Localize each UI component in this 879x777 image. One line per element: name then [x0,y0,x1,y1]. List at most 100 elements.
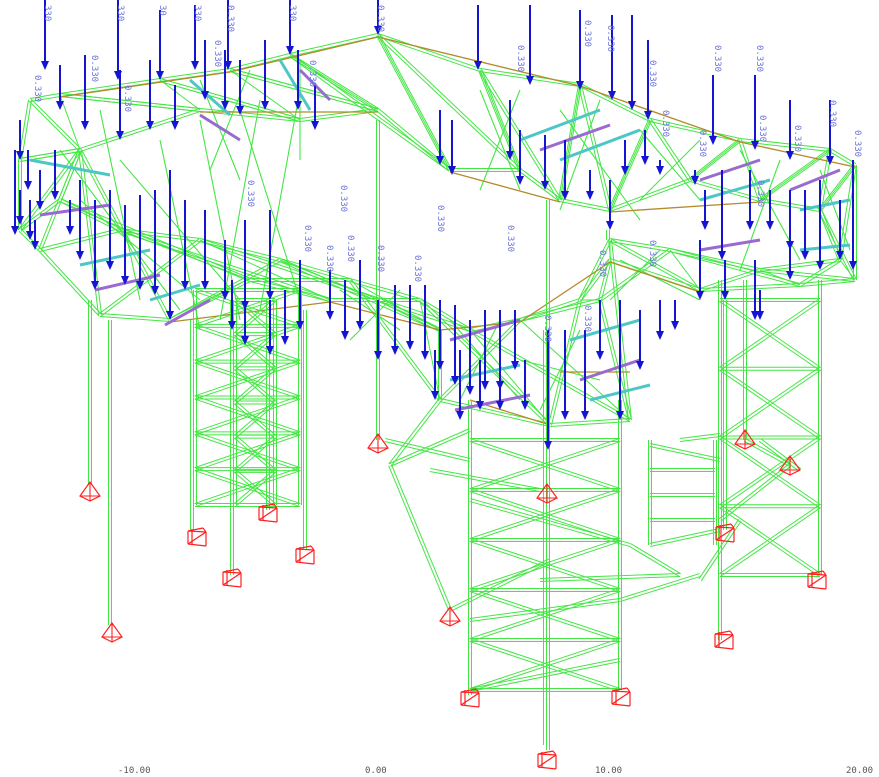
joist-member [164,298,211,327]
load-arrow-icon [511,310,519,370]
frame-member [600,260,612,301]
load-arrow-icon [166,170,174,320]
load-arrow-head [26,231,34,240]
load-arrow-head [106,261,114,270]
joist-member [799,198,851,212]
load-arrow-icon [221,50,229,110]
load-arrow-icon [709,75,717,145]
frame-member [233,403,275,439]
load-arrow-head [816,261,824,270]
frame-member [650,118,692,180]
load-arrow-head [406,341,414,350]
joist-member [559,128,641,162]
joist-member [278,59,312,111]
support-edge [187,543,207,547]
load-arrow-head [436,156,444,165]
load-arrow-icon [266,300,274,355]
load-value-label: 0.330 [582,305,592,332]
edge-beam [579,85,741,143]
support-edge [807,573,827,576]
frame-member [820,209,857,280]
load-arrow-head [756,311,764,320]
support-edge [295,548,315,551]
frame-member [233,435,275,471]
support-edge [537,750,554,755]
load-arrow-icon [171,85,179,130]
frame-member [520,300,581,322]
load-value-label: 0.330 [375,5,385,32]
load-arrow-head [281,336,289,345]
joist-member [79,248,151,267]
load-arrow-head [606,221,614,230]
support-edge [611,687,628,692]
load-arrow-icon [481,310,489,390]
frame-member [219,99,261,321]
frame-member [300,110,379,122]
load-arrow-head [466,386,474,395]
frame-member [378,33,481,70]
load-arrow-head [181,281,189,290]
frame-member [195,470,301,507]
load-arrow-icon [474,5,482,70]
support-edge [714,630,731,635]
frame-member [194,288,300,325]
frame-member [720,507,822,577]
load-arrow-head [24,181,32,190]
load-arrow-icon [701,190,709,230]
load-value-label: 330 [192,5,202,21]
support-edge [187,530,207,533]
load-value-label: 0.330 [245,180,255,207]
load-arrow-icon [151,190,159,295]
load-arrow-icon [236,60,244,115]
frame-member [699,268,760,290]
frame-member [99,109,141,301]
frame-member [195,326,301,364]
frame-member [598,248,670,300]
frame-member [469,658,620,690]
load-arrow-head [221,101,229,110]
frame-member [559,109,641,221]
frame-member [99,315,170,322]
load-arrow-icon [421,285,429,360]
load-arrow-head [511,361,519,370]
support-edge [295,549,315,563]
load-arrow-icon [41,0,49,70]
load-arrow-head [456,411,464,420]
load-arrow-icon [786,240,794,280]
load-arrow-head [526,76,534,85]
frame-member [194,431,300,469]
load-arrow-icon [656,160,664,175]
frame-member [718,463,790,520]
load-arrow-head [521,401,529,410]
frame-member [159,80,300,122]
frame-member [539,573,680,580]
frame-member [233,366,275,402]
load-arrow-head [481,381,489,390]
load-value-label: 30 [157,5,167,16]
frame-member [30,95,61,102]
support-edge [715,539,735,543]
load-arrow-head [636,361,644,370]
load-arrow-head [561,411,569,420]
load-arrow-head [608,91,616,100]
frame-member [194,467,300,505]
frame-member [620,575,701,602]
load-arrow-icon [456,350,464,420]
load-arrow-icon [286,0,294,55]
load-arrow-head [451,376,459,385]
load-value-label: 0.330 [324,245,334,272]
load-arrow-head [718,251,726,260]
frame-member [518,170,560,202]
load-value-label: 0.330 [647,240,657,267]
load-arrow-icon [644,40,652,120]
support-edge [611,690,631,693]
frame-member [650,443,721,460]
load-value-label: 0.330 [605,25,615,52]
frame-member [199,79,241,181]
fixed-support-box-icon [222,568,242,588]
support-edge [222,572,242,586]
frame-member [59,94,81,151]
support-edge [460,704,480,708]
fixed-support-box-icon [187,527,207,547]
